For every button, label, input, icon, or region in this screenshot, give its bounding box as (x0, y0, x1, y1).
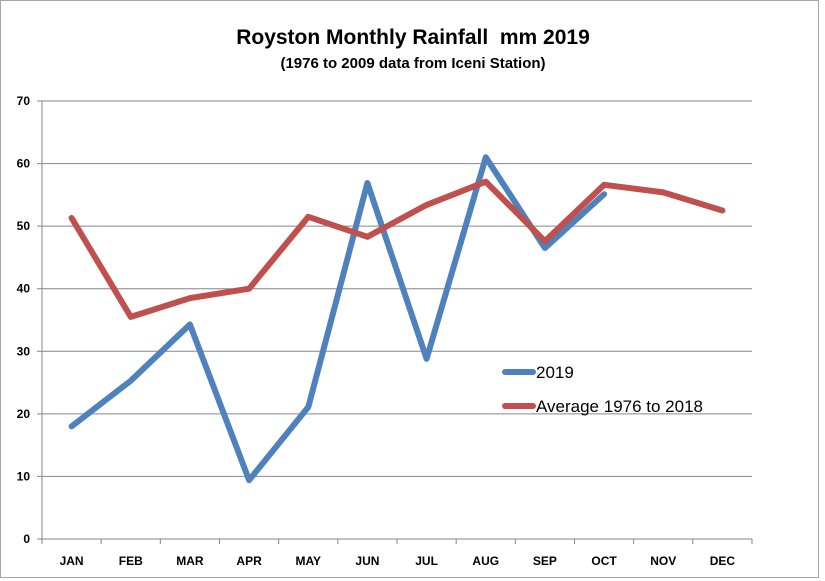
x-tick-label: NOV (650, 554, 676, 568)
y-tick-label: 40 (17, 282, 31, 296)
y-tick-label: 60 (17, 157, 31, 171)
x-tick-label: APR (236, 554, 262, 568)
x-tick-label: SEP (533, 554, 557, 568)
y-axis-ticks: 0 10 20 30 40 50 60 70 (17, 94, 31, 546)
x-tick-label: AUG (472, 554, 499, 568)
legend-label: 2019 (536, 363, 574, 382)
x-tick-label: JAN (60, 554, 84, 568)
x-tick-label: MAR (176, 554, 204, 568)
series-line-average (68, 178, 726, 320)
x-tick-label: JUN (355, 554, 379, 568)
series-lines (68, 154, 726, 484)
x-tick-label: FEB (119, 554, 143, 568)
y-tick-label: 30 (17, 344, 31, 358)
x-axis-ticks: JAN FEB MAR APR MAY JUN JUL AUG SEP OCT NOV DEC (60, 554, 736, 568)
y-tick-label: 50 (17, 219, 31, 233)
y-tick-label: 0 (23, 532, 30, 546)
legend: 2019 Average 1976 to 2018 (502, 363, 703, 416)
y-tick-label: 10 (17, 469, 31, 483)
x-tick-label: DEC (710, 554, 736, 568)
x-tick-label: JUL (415, 554, 438, 568)
y-tick-label: 20 (17, 407, 31, 421)
legend-label: Average 1976 to 2018 (536, 397, 703, 416)
gridlines (37, 100, 753, 544)
chart-title: Royston Monthly Rainfall mm 2019 (236, 26, 590, 49)
series-line-2019 (68, 154, 608, 484)
y-tick-label: 70 (17, 94, 31, 108)
x-tick-label: MAY (295, 554, 321, 568)
x-tick-label: OCT (591, 554, 617, 568)
chart-subtitle: (1976 to 2009 data from Iceni Station) (280, 55, 545, 72)
